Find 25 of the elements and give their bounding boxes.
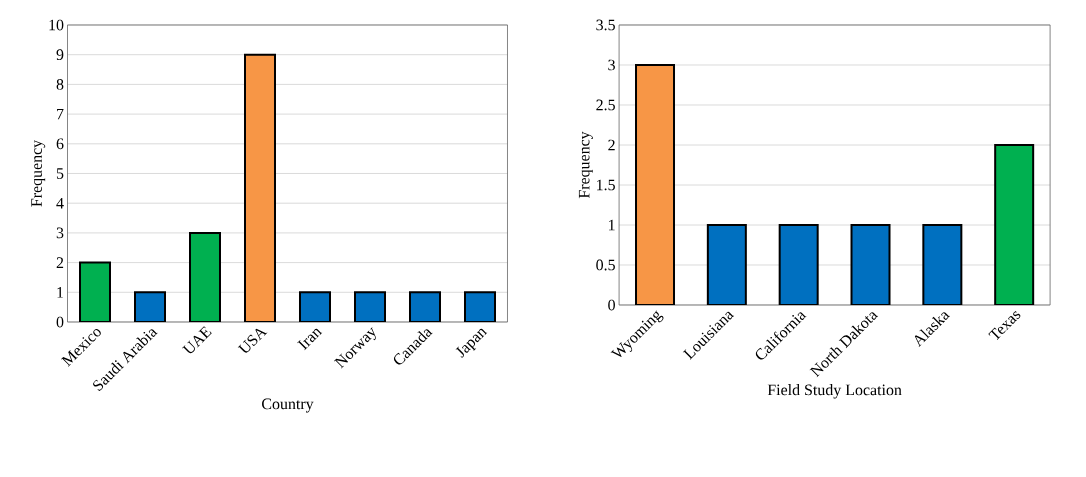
y-tick-label: 10 <box>49 19 64 31</box>
x-axis-title: Country <box>262 398 314 413</box>
y-tick-label: 2 <box>608 139 615 151</box>
y-tick-label: 1 <box>57 287 64 298</box>
y-tick-label: 2.5 <box>596 99 615 111</box>
x-tick-label: USA <box>237 328 268 353</box>
y-tick-label: 5 <box>56 168 64 179</box>
y-tick-label: 3 <box>608 59 615 71</box>
y-tick-label: 6 <box>56 138 64 150</box>
y-axis-title: Frequency <box>31 139 46 207</box>
y-tick-label: 0.5 <box>596 259 615 271</box>
y-tick-label: 0 <box>56 316 64 328</box>
y-tick-label: 3.5 <box>596 19 615 31</box>
y-tick-label: 8 <box>56 79 64 90</box>
y-tick-label: 9 <box>56 49 64 61</box>
y-tick-label: 1.5 <box>597 179 615 191</box>
y-tick-label: 7 <box>57 108 64 120</box>
y-tick-label: 1 <box>609 219 615 231</box>
y-tick-label: 0 <box>608 299 615 311</box>
y-axis-title: Frequency <box>578 131 593 199</box>
y-tick-label: 2 <box>56 257 64 268</box>
x-tick-label: Iran <box>297 328 323 351</box>
x-axis-title: Field Study Location <box>767 384 902 399</box>
y-tick-label: 4 <box>56 197 64 209</box>
y-tick-label: 3 <box>56 227 64 239</box>
